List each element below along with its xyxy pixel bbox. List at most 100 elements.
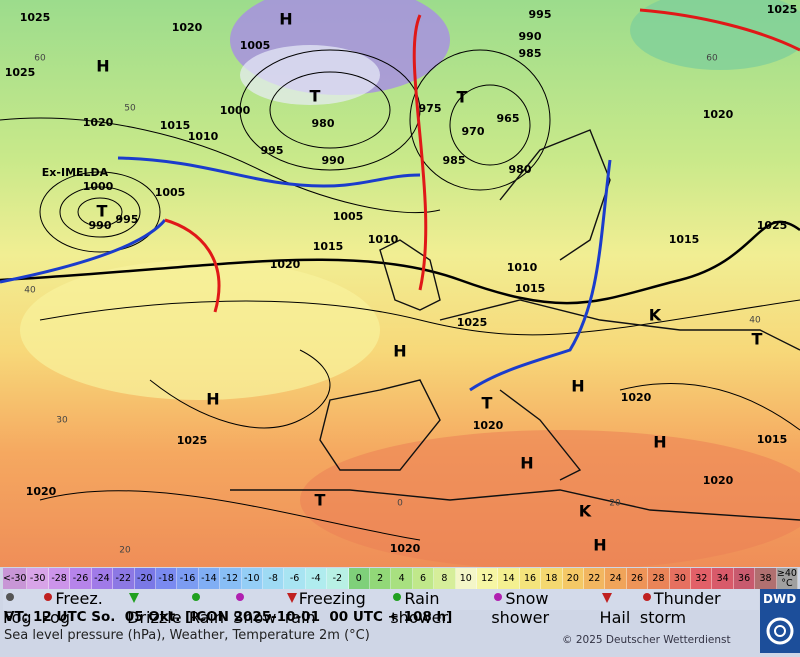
pressure-center: H xyxy=(393,342,406,361)
pressure-center: T xyxy=(752,330,763,349)
legend-item: Drizzle xyxy=(127,589,189,627)
copyright: © 2025 Deutscher Wetterdienst xyxy=(562,634,731,646)
legend-icon xyxy=(191,593,200,601)
legend-label: Fog xyxy=(3,608,32,627)
scale-cell: 18 xyxy=(541,568,563,589)
pressure-label: 980 xyxy=(312,117,335,130)
pressure-center: H xyxy=(206,390,219,409)
scale-cell: 6 xyxy=(412,568,435,589)
pressure-label: 995 xyxy=(529,8,552,21)
scale-cell: 38 xyxy=(755,568,777,589)
pressure-center: H xyxy=(279,10,292,29)
pressure-label: 1020 xyxy=(390,542,421,555)
scale-cell: <-30 xyxy=(3,568,28,589)
pressure-label: 1005 xyxy=(240,39,271,52)
pressure-center: T xyxy=(310,87,321,106)
scale-cell: -4 xyxy=(305,568,328,589)
pressure-label: 1000 xyxy=(220,104,251,117)
legend-label: Rain xyxy=(188,608,224,627)
scale-cell: 36 xyxy=(733,568,756,589)
legend-icon xyxy=(601,593,612,603)
pressure-label: 1015 xyxy=(313,240,344,253)
legend-label: Snow xyxy=(233,608,277,627)
pressure-label: 985 xyxy=(519,47,542,60)
pressure-label: 1025 xyxy=(767,3,798,16)
latitude-label: 30 xyxy=(56,416,68,426)
scale-cell: 34 xyxy=(712,568,734,589)
legend-item: Rain shower xyxy=(390,589,491,627)
fronts xyxy=(0,8,800,392)
scale-cell: 10 xyxy=(455,568,478,589)
pressure-label: 1025 xyxy=(757,219,788,232)
atlantic-field xyxy=(20,260,380,400)
icon-shape xyxy=(236,593,245,601)
pressure-center: T xyxy=(482,394,493,413)
scale-cell: -28 xyxy=(48,568,71,589)
pressure-label: 990 xyxy=(322,154,345,167)
pressure-label: 1015 xyxy=(757,433,788,446)
legend-icon xyxy=(642,593,651,601)
legend-icon xyxy=(129,593,140,603)
scale-cell: 8 xyxy=(434,568,456,589)
pressure-label: 1025 xyxy=(457,316,488,329)
scale-cell: -18 xyxy=(155,568,178,589)
pressure-label: 1025 xyxy=(20,11,51,24)
pressure-label: 1020 xyxy=(621,391,652,404)
logo-mark xyxy=(766,617,794,645)
pressure-center: K xyxy=(649,306,662,325)
pressure-label: 995 xyxy=(116,213,139,226)
legend-item: Thunder storm xyxy=(640,589,759,627)
icon-shape xyxy=(44,593,53,601)
weather-map: 1025 1020 1025 H 1005 H 1020 1015 1010 1000 T 980 99… xyxy=(0,0,800,567)
scale-cell: 4 xyxy=(391,568,413,589)
pressure-label: 995 xyxy=(261,144,284,157)
logo-text: DWD xyxy=(763,592,797,606)
pressure-label: 990 xyxy=(519,30,542,43)
icon-shape xyxy=(129,593,140,603)
icon-shape xyxy=(6,593,14,601)
pressure-label: 990 xyxy=(89,219,112,232)
scale-cell: -2 xyxy=(327,568,349,589)
scale-cell: 24 xyxy=(605,568,627,589)
weather-legend: Fog Freez. Fog Drizzle Rain Snow Freezing rai… xyxy=(3,589,759,627)
scale-cell: 2 xyxy=(369,568,392,589)
icon-shape xyxy=(642,593,651,601)
legend-label: Freez. Fog xyxy=(41,589,103,627)
scale-cell: -20 xyxy=(134,568,156,589)
pressure-label: 1010 xyxy=(507,261,538,274)
legend-label: Thunder storm xyxy=(639,589,721,627)
legend-label: Freezing rain xyxy=(284,589,366,627)
latitude-label: 60 xyxy=(706,54,718,64)
africa-warm xyxy=(300,430,800,567)
legend-label: Drizzle xyxy=(127,608,182,627)
pressure-label: 1005 xyxy=(155,186,186,199)
legend-icon xyxy=(6,593,14,601)
pressure-label: 1015 xyxy=(515,282,546,295)
icon-shape xyxy=(494,593,503,601)
legend-item: Snow shower xyxy=(491,589,599,627)
temperature-scale: <-30 -30 -28 -26 -24 -22 -20 -18 -16 -14 -12 -10 -8-… xyxy=(3,568,799,589)
pressure-center: H xyxy=(96,57,109,76)
scale-cell: ≥40 °C xyxy=(776,568,799,589)
latitude-label: 40 xyxy=(24,286,36,296)
pressure-label: 1025 xyxy=(177,434,208,447)
legend-icon xyxy=(236,593,245,601)
scale-cell: 30 xyxy=(669,568,692,589)
icon-shape xyxy=(393,593,402,601)
pressure-center: H xyxy=(593,536,606,555)
scale-cell: 16 xyxy=(519,568,542,589)
map-description: Sea level pressure (hPa), Weather, Tempe… xyxy=(4,628,370,643)
scale-cell: 26 xyxy=(626,568,649,589)
pressure-center: K xyxy=(579,502,592,521)
pressure-center: T xyxy=(97,202,108,221)
legend-icon xyxy=(494,593,503,601)
legend-label: Snow shower xyxy=(491,589,550,627)
latitude-label: 0 xyxy=(397,499,403,509)
scale-cell: -12 xyxy=(220,568,242,589)
pressure-label: Ex-IMELDA xyxy=(42,166,109,179)
scale-cell: 14 xyxy=(498,568,520,589)
pressure-label: 1015 xyxy=(669,233,700,246)
legend-item: Hail xyxy=(600,589,640,627)
scale-cell: -24 xyxy=(91,568,114,589)
icon-shape xyxy=(286,593,297,603)
